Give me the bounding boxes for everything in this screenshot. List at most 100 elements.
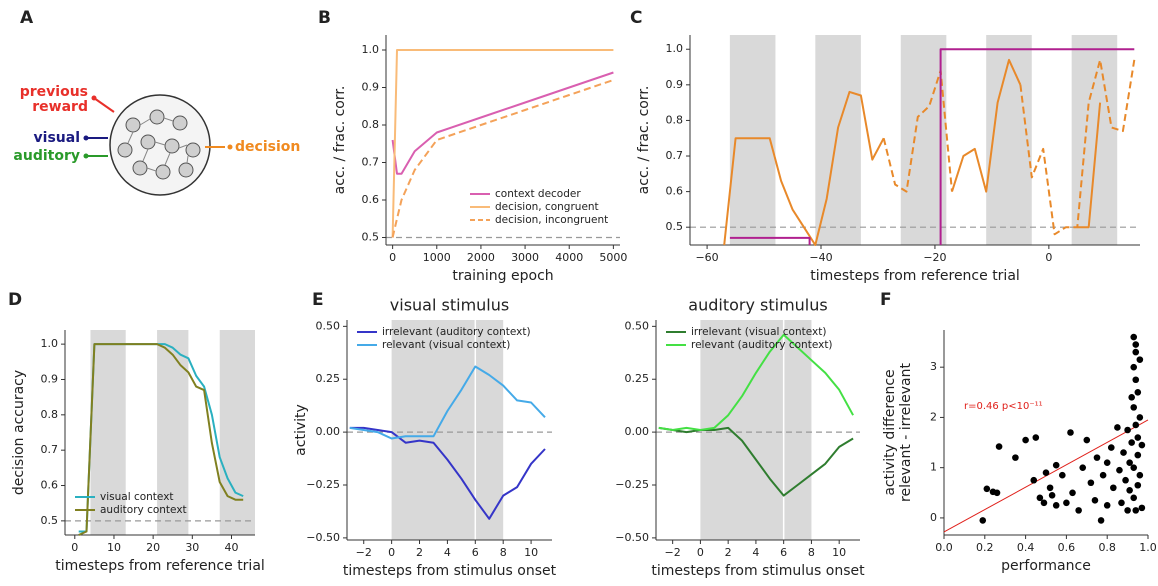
- x-tick-label: 8: [808, 546, 815, 559]
- panel-label: F: [880, 290, 892, 310]
- legend-label: decision, congruent: [495, 201, 599, 213]
- scatter-point: [1107, 444, 1115, 451]
- scatter-point: [1132, 507, 1140, 514]
- legend-label: relevant (visual context): [382, 339, 510, 351]
- scatter-point: [1030, 476, 1038, 484]
- panel-label: C: [630, 8, 642, 28]
- y-tick-label: 2: [930, 410, 937, 423]
- scatter-point: [1052, 461, 1060, 469]
- scatter-point: [1048, 492, 1056, 499]
- scatter-point: [1093, 454, 1101, 461]
- scatter-point: [1132, 348, 1140, 356]
- scatter-point: [1099, 471, 1107, 479]
- scatter-point: [1126, 486, 1133, 494]
- y-axis-label: decision accuracy: [11, 370, 27, 495]
- scatter-point: [1097, 517, 1105, 524]
- scatter-point: [1032, 434, 1040, 441]
- legend-label: auditory context: [100, 504, 187, 516]
- scatter-point: [1110, 484, 1117, 492]
- y-tick-label: 0.7: [41, 443, 59, 456]
- x-tick-label: 8: [500, 546, 507, 559]
- y-tick-label: 0: [930, 511, 937, 524]
- scatter-point: [1103, 502, 1111, 509]
- scatter-point: [1132, 376, 1140, 384]
- shaded-band: [729, 35, 776, 245]
- scatter-point: [1130, 404, 1138, 411]
- y-tick-label: 0.25: [316, 372, 341, 385]
- y-axis-label: activity difference: [882, 369, 898, 495]
- scatter-point: [1116, 466, 1123, 474]
- y-tick-label: 0.6: [666, 185, 684, 198]
- x-tick-label: 2000: [467, 251, 495, 264]
- y-tick-label: −0.50: [306, 531, 340, 544]
- scatter-point: [1063, 499, 1070, 507]
- scatter-point: [1132, 341, 1140, 348]
- x-tick-label: 0: [1045, 251, 1052, 264]
- y-tick-label: −0.50: [615, 531, 649, 544]
- scatter-point: [1124, 426, 1131, 434]
- scatter-point: [1138, 441, 1146, 449]
- x-tick-label: 6: [472, 546, 479, 559]
- scatter-point: [1103, 459, 1111, 466]
- legend-label: decision, incongruent: [495, 214, 608, 226]
- input-label: reward: [32, 99, 88, 115]
- scatter-point: [1134, 389, 1142, 396]
- scatter-point: [1130, 363, 1138, 371]
- scatter-point: [979, 517, 987, 524]
- scatter-point: [1012, 454, 1019, 461]
- chart-panel: −2 0 2 4 6 8 10 −0.50 −0.25 0.00 0.25 0.50 irrelevan…: [615, 296, 865, 580]
- scatter-point: [1075, 507, 1082, 514]
- input-label: previous: [20, 84, 88, 100]
- scatter-point: [983, 485, 991, 493]
- y-tick-label: 0.8: [666, 113, 684, 126]
- input-label: visual: [34, 130, 80, 146]
- x-tick-label: 2: [725, 546, 732, 559]
- shaded-band: [157, 330, 189, 535]
- x-tick-label: 4: [752, 546, 759, 559]
- x-axis-label: timesteps from reference trial: [55, 558, 265, 574]
- series-line: [349, 426, 546, 520]
- series-line: [658, 333, 854, 431]
- annotation: r=0.46 p<10⁻¹¹: [964, 401, 1043, 412]
- y-tick-label: 1.0: [41, 337, 59, 350]
- scatter-point: [1130, 464, 1138, 471]
- scatter-point: [1120, 449, 1127, 456]
- scatter-point: [1091, 497, 1099, 504]
- y-tick-label: 0.5: [666, 220, 684, 233]
- scatter-point: [1136, 414, 1144, 421]
- x-tick-label: −2: [665, 546, 681, 559]
- x-tick-label: 0.6: [1058, 541, 1076, 554]
- scatter-point: [1040, 499, 1048, 507]
- series-line: [658, 426, 854, 497]
- scatter-point: [1022, 436, 1029, 444]
- input-label: auditory: [13, 148, 80, 164]
- x-tick-label: 20: [146, 541, 160, 554]
- x-tick-label: 0: [697, 546, 704, 559]
- y-tick-label: 0.7: [666, 149, 684, 162]
- x-tick-label: 2: [416, 546, 423, 559]
- scatter-point: [1122, 476, 1129, 484]
- diagram: A previous reward visual auditory decisi…: [13, 8, 300, 196]
- scatter-point: [1138, 504, 1146, 512]
- y-tick-label: 0.9: [41, 372, 59, 385]
- x-axis-label: timesteps from stimulus onset: [651, 563, 865, 579]
- y-tick-label: 3: [930, 360, 937, 373]
- scatter-point: [1134, 451, 1142, 459]
- output-label: decision: [235, 139, 300, 155]
- x-axis-label: training epoch: [452, 268, 553, 284]
- x-tick-label: 30: [185, 541, 199, 554]
- series-line: [391, 71, 614, 175]
- y-tick-label: 1: [930, 461, 937, 474]
- series-line: [391, 49, 614, 238]
- scatter-point: [1052, 502, 1060, 509]
- series-line: [349, 365, 546, 440]
- scatter-point: [1124, 507, 1131, 514]
- x-tick-label: −60: [695, 251, 718, 264]
- y-tick-label: 0.8: [41, 408, 59, 421]
- legend-label: context decoder: [495, 188, 581, 200]
- y-tick-label: 0.00: [625, 425, 650, 438]
- x-tick-label: 4: [444, 546, 451, 559]
- x-tick-label: 3000: [511, 251, 539, 264]
